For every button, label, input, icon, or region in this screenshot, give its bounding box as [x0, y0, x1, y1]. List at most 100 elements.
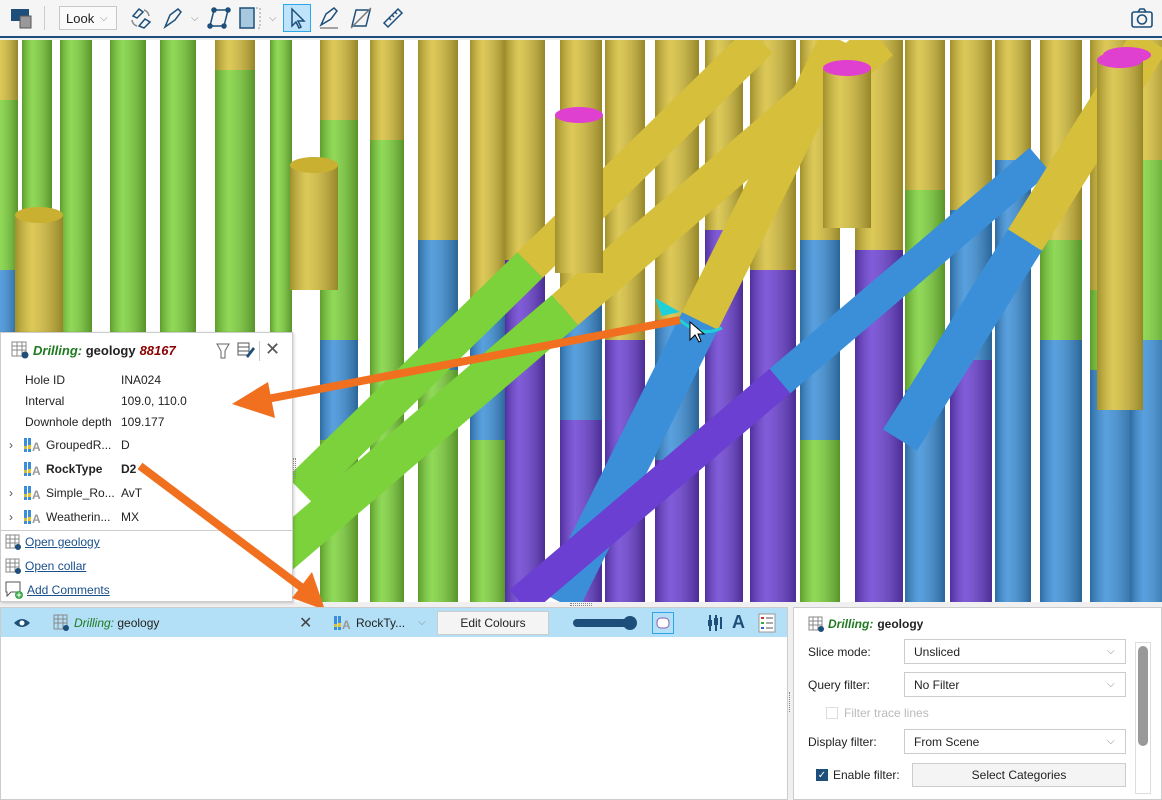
svg-text:A: A — [32, 512, 41, 525]
drillhole-collar[interactable] — [823, 60, 871, 228]
field-value: 109.0, 110.0 — [121, 393, 187, 408]
edit-table-icon[interactable] — [237, 341, 255, 359]
field-row-depth: Downhole depth 109.177 — [1, 410, 291, 433]
enable-filter-checkbox[interactable]: ✓ Enable filter: — [816, 768, 900, 782]
expand-chevron-icon[interactable]: › — [9, 437, 13, 452]
svg-text:A: A — [32, 464, 41, 477]
resize-handle[interactable] — [293, 458, 296, 478]
link-label[interactable]: Open geology — [25, 535, 100, 549]
scrollbar-thumb[interactable] — [1138, 646, 1148, 746]
opacity-slider[interactable] — [573, 615, 637, 630]
select-categories-button[interactable]: Select Categories — [912, 763, 1126, 787]
draw-line-icon[interactable] — [159, 4, 187, 32]
expand-chevron-icon[interactable]: › — [9, 485, 13, 500]
field-row-hole-id: Hole ID INA024 — [1, 368, 291, 391]
category-column-icon: A — [24, 509, 41, 525]
drillhole-collar[interactable] — [555, 107, 603, 273]
add-comments-link[interactable]: Add Comments — [5, 579, 110, 601]
button-label: Edit Colours — [460, 615, 526, 630]
shading — [370, 40, 404, 602]
table-icon — [53, 614, 69, 631]
expand-chevron-icon[interactable]: › — [9, 509, 13, 524]
display-filter-select[interactable]: From Scene ⌵ — [904, 729, 1126, 754]
downhole-bars-icon[interactable] — [705, 613, 725, 633]
column-row-grouped[interactable]: › A GroupedR... D — [1, 433, 291, 456]
slice-mode-label: Slice mode: — [808, 645, 871, 659]
properties-title: Drilling: geology — [808, 616, 923, 632]
shape-list-panel: Drilling: geology ✕ A RockTy... ⌵ Edit Col… — [0, 607, 788, 800]
chevron-down-icon: ⌵ — [1107, 736, 1115, 747]
chevron-down-icon[interactable]: ⌵ — [191, 12, 199, 24]
open-collar-link[interactable]: Open collar — [5, 555, 86, 577]
shading — [905, 40, 945, 602]
select-icon[interactable] — [283, 4, 311, 32]
drillhole-segment — [509, 368, 791, 602]
svg-text:A: A — [32, 440, 41, 453]
column-key: Simple_Ro... — [46, 485, 115, 500]
edit-colours-button[interactable]: Edit Colours — [437, 610, 549, 635]
shape-list-item[interactable]: Drilling: geology ✕ A RockTy... ⌵ Edit Col… — [1, 608, 787, 637]
close-icon[interactable]: ✕ — [265, 339, 281, 359]
filter-icon[interactable] — [215, 342, 231, 360]
ruler-icon[interactable] — [379, 4, 407, 32]
slider-handle[interactable] — [623, 615, 637, 630]
drillhole-collar[interactable] — [290, 157, 338, 290]
splitter-handle[interactable] — [570, 603, 592, 606]
field-row-interval: Interval 109.0, 110.0 — [1, 389, 291, 412]
colour-by-value: RockTy... — [356, 615, 406, 630]
field-key: Downhole depth — [25, 414, 112, 429]
link-label[interactable]: Open collar — [25, 559, 87, 573]
pick-marker — [655, 298, 680, 316]
field-key: Hole ID — [25, 372, 66, 387]
column-value: AvT — [121, 485, 143, 500]
popup-title-id: 88167 — [139, 342, 176, 358]
checkbox-checked-icon[interactable]: ✓ — [816, 769, 828, 781]
colour-by-select[interactable]: A RockTy... ⌵ — [333, 615, 428, 631]
drillhole[interactable] — [370, 40, 404, 602]
scrollbar[interactable] — [1135, 642, 1151, 794]
popup-header: Drilling: geology 88167 ✕ — [1, 333, 292, 367]
chevron-down-icon[interactable]: ⌵ — [269, 12, 277, 24]
chevron-down-icon: ⌵ — [418, 617, 426, 628]
drillhole-collar[interactable] — [1097, 52, 1143, 410]
view-mode-value: Look — [66, 10, 95, 26]
select-value: Unsliced — [914, 644, 961, 659]
drillhole-collar — [1103, 47, 1151, 63]
divider — [44, 6, 45, 30]
view-mode-select[interactable]: Look ⌵ — [59, 6, 117, 30]
legend-icon[interactable] — [758, 613, 776, 633]
x-ray-toggle-icon[interactable] — [652, 611, 674, 634]
polygon-slice-icon[interactable] — [347, 4, 375, 32]
chevron-down-icon: ⌵ — [100, 12, 108, 24]
slicer-icon[interactable] — [315, 4, 343, 32]
rotate-icon[interactable] — [127, 4, 155, 32]
drillhole[interactable] — [905, 40, 945, 602]
slice-mode-select[interactable]: Unsliced ⌵ — [904, 639, 1126, 664]
column-row-simple[interactable]: › A Simple_Ro... AvT — [1, 481, 291, 504]
labels-icon[interactable]: A — [732, 612, 745, 632]
slice-icon[interactable] — [237, 4, 265, 32]
mouse-cursor-icon — [689, 320, 706, 343]
column-key: Weatherin... — [46, 509, 111, 524]
drillhole[interactable] — [995, 40, 1031, 602]
pick-info-popup: Drilling: geology 88167 ✕ Hole ID INA024 I… — [0, 332, 296, 602]
clear-scene-icon[interactable] — [8, 4, 36, 32]
field-value: 109.177 — [121, 414, 165, 429]
open-geology-link[interactable]: Open geology — [5, 531, 100, 553]
eye-icon[interactable] — [13, 617, 31, 629]
title-prefix: Drilling: — [828, 617, 874, 631]
splitter-handle[interactable] — [789, 692, 792, 712]
field-value: INA024 — [121, 372, 162, 387]
link-label[interactable]: Add Comments — [27, 583, 110, 597]
column-row-weathering[interactable]: › A Weatherin... MX — [1, 505, 291, 528]
camera-icon[interactable] — [1128, 4, 1156, 32]
shading — [995, 40, 1031, 602]
filter-trace-lines-checkbox[interactable]: Filter trace lines — [826, 706, 929, 720]
checkbox[interactable] — [826, 707, 838, 719]
checkbox-label: Enable filter: — [833, 768, 900, 782]
remove-icon[interactable]: ✕ — [299, 614, 313, 632]
query-filter-select[interactable]: No Filter ⌵ — [904, 672, 1126, 697]
polygon-icon[interactable] — [205, 4, 233, 32]
column-row-rocktype[interactable]: A RockType D2 — [1, 457, 291, 480]
column-key: RockType — [46, 461, 103, 476]
